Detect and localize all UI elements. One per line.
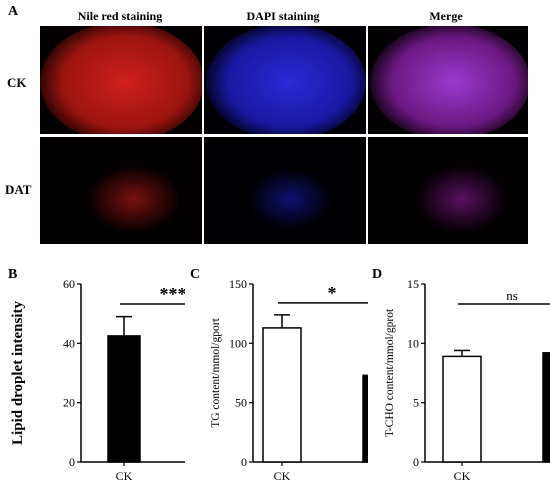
y-tick-label: 20 (63, 396, 75, 410)
bar-dat (542, 352, 550, 463)
y-tick-label: 40 (63, 336, 75, 350)
bar-ck (442, 355, 482, 463)
x-tick-label: CK (454, 469, 471, 483)
bar-dat (362, 374, 368, 463)
y-axis-title: TG content/mmol/gport (210, 317, 222, 427)
y-tick-label: 10 (407, 336, 419, 350)
y-tick-label: 5 (413, 396, 419, 410)
panel-letter-b: B (8, 267, 18, 282)
column-header-dapi: DAPI staining (246, 9, 320, 23)
y-tick-label: 100 (229, 336, 247, 350)
bar-ck (262, 327, 302, 463)
micrograph-dat-nile-red (40, 137, 202, 244)
x-tick-label: CK (116, 469, 133, 483)
y-tick-label: 60 (63, 277, 75, 291)
panel-letter-a: A (8, 4, 19, 19)
x-tick-label: CK (274, 469, 291, 483)
micrograph-dat-merge (368, 137, 528, 244)
y-tick-label: 0 (413, 455, 419, 469)
row-label-dat: DAT (5, 182, 32, 197)
micrograph-ck-merge (368, 26, 528, 134)
y-tick-label: 15 (407, 277, 419, 291)
bar-ck (107, 335, 141, 463)
y-axis-title: T-CHO content/mmol/gprot (384, 308, 396, 437)
significance-label: * (328, 283, 337, 303)
y-tick-label: 50 (235, 396, 247, 410)
row-label-ck: CK (7, 75, 27, 90)
micrograph-dat-dapi (204, 137, 366, 244)
micrograph-ck-dapi (204, 26, 366, 134)
column-header-nile-red: Nile red staining (77, 9, 163, 23)
y-tick-label: 150 (229, 277, 247, 291)
significance-label: *** (160, 284, 186, 304)
panel-letter-d: D (372, 267, 383, 282)
y-tick-label: 0 (69, 455, 75, 469)
significance-label: ns (506, 288, 518, 303)
panel-letter-c: C (190, 267, 201, 282)
column-header-merge: Merge (429, 9, 463, 23)
y-tick-label: 0 (241, 455, 247, 469)
micrograph-ck-nile-red (40, 26, 202, 134)
y-axis-title: Lipid droplet intensity (10, 301, 26, 445)
